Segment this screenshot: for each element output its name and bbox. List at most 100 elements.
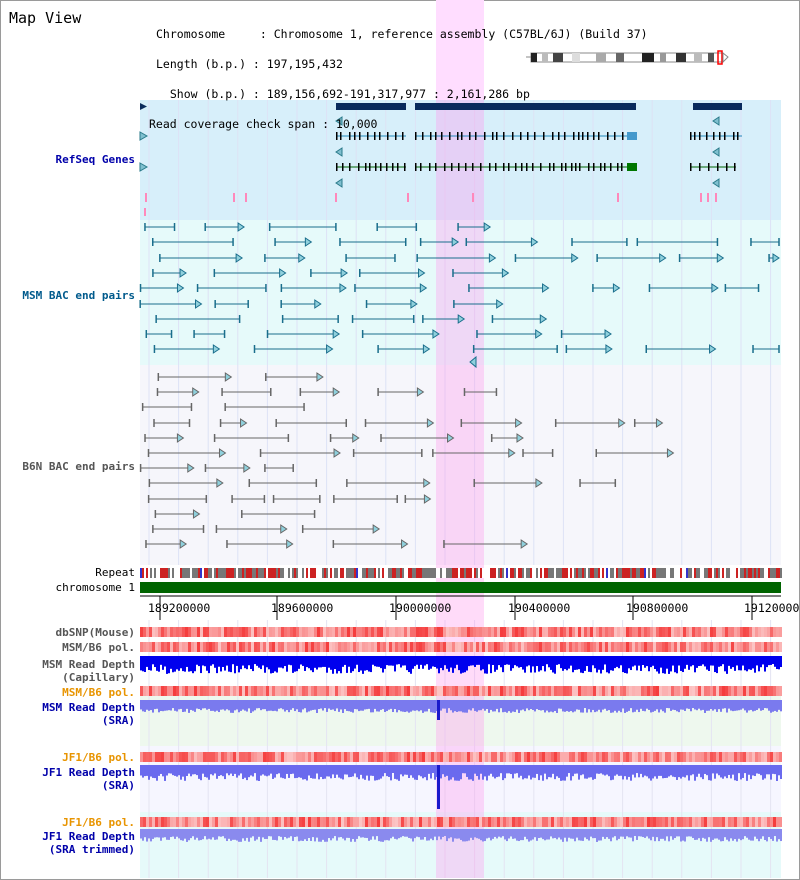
polymorphism-cell	[440, 752, 443, 762]
read-depth-bar	[260, 829, 262, 842]
polymorphism-cell	[380, 627, 383, 637]
polymorphism-cell	[548, 627, 551, 637]
bac-end-arrow	[520, 539, 529, 549]
polymorphism-cell	[263, 752, 266, 762]
read-depth-bar	[224, 700, 226, 711]
repeat-element	[288, 568, 290, 578]
repeat-element	[568, 568, 570, 578]
bac-end-arrow	[605, 344, 613, 354]
track-label-msm-depth-sra[interactable]: MSM Read Depth	[42, 701, 135, 714]
read-depth-bar	[748, 656, 750, 670]
track-label-jf1-depth-sra[interactable]: JF1 Read Depth	[42, 766, 135, 779]
read-depth-bar	[456, 829, 458, 839]
read-depth-bar	[500, 765, 502, 774]
polymorphism-cell	[575, 817, 578, 827]
polymorphism-cell	[392, 686, 395, 696]
read-depth-bar	[492, 829, 494, 839]
track-label-msm-depth-capillary[interactable]: MSM Read Depth	[42, 658, 135, 671]
read-depth-bar	[316, 656, 318, 670]
read-depth-bar	[162, 656, 164, 670]
exon	[392, 163, 394, 171]
read-depth-bar	[580, 829, 582, 841]
read-depth-bar	[764, 829, 766, 840]
polymorphism-cell	[608, 627, 611, 637]
polymorphism-cell	[323, 752, 326, 762]
read-depth-bar	[324, 700, 326, 709]
polymorphism-cell	[239, 686, 242, 696]
polymorphism-cell	[173, 752, 176, 762]
read-depth-bar	[478, 656, 480, 665]
polymorphism-cell	[758, 686, 761, 696]
read-depth-bar	[568, 765, 570, 774]
bac-end-arrow	[216, 478, 224, 488]
polymorphism-cell	[188, 642, 191, 652]
repeat-element	[210, 568, 212, 578]
repeat-element	[372, 568, 374, 578]
track-label-jf1-b6-pol-trim[interactable]: JF1/B6 pol.	[62, 816, 135, 829]
repeat-element	[760, 568, 762, 578]
polymorphism-cell	[149, 642, 152, 652]
track-label-refseq[interactable]: RefSeq Genes	[55, 153, 135, 166]
polymorphism-cell	[347, 642, 350, 652]
polymorphism-cell	[266, 752, 269, 762]
repeat-element	[686, 568, 688, 578]
polymorphism-cell	[578, 642, 581, 652]
read-depth-bar	[448, 700, 450, 709]
read-depth-bar	[410, 765, 412, 776]
polymorphism-cell	[356, 817, 359, 827]
gene-arrow	[139, 162, 149, 172]
polymorphism-cell	[674, 817, 677, 827]
read-depth-bar	[496, 656, 498, 670]
track-label-msm-b6-pol[interactable]: MSM/B6 pol.	[62, 641, 135, 654]
polymorphism-cell	[593, 752, 596, 762]
repeat-element	[680, 568, 682, 578]
read-depth-bar	[600, 829, 602, 841]
read-depth-bar	[660, 765, 662, 776]
track-label-jf1-b6-pol[interactable]: JF1/B6 pol.	[62, 751, 135, 764]
track-label-b6n-bac[interactable]: B6N BAC end pairs	[22, 460, 135, 473]
read-depth-bar	[270, 700, 272, 711]
track-label-jf1-depth-trim[interactable]: JF1 Read Depth	[42, 830, 135, 843]
polymorphism-cell	[176, 627, 179, 637]
track-label-msm-b6-pol-sra[interactable]: MSM/B6 pol.	[62, 686, 135, 699]
read-depth-bar	[194, 829, 196, 840]
read-depth-bar	[344, 829, 346, 841]
read-depth-bar	[672, 656, 674, 666]
read-depth-bar	[714, 765, 716, 779]
polymorphism-cell	[209, 817, 212, 827]
polymorphism-cell	[536, 686, 539, 696]
polymorphism-cell	[551, 686, 554, 696]
polymorphism-cell	[320, 686, 323, 696]
polymorphism-cell	[404, 752, 407, 762]
repeat-element	[252, 568, 254, 578]
read-depth-bar	[586, 765, 588, 779]
polymorphism-cell	[164, 642, 167, 652]
read-depth-bar	[488, 700, 490, 713]
polymorphism-cell	[284, 686, 287, 696]
polymorphism-cell	[476, 817, 479, 827]
polymorphism-cell	[608, 642, 611, 652]
polymorphism-cell	[317, 627, 320, 637]
polymorphism-cell	[410, 642, 413, 652]
polymorphism-cell	[719, 686, 722, 696]
read-depth-bar	[460, 656, 462, 674]
read-depth-bar	[392, 829, 394, 837]
polymorphism-cell	[575, 752, 578, 762]
read-depth-bar	[226, 700, 228, 710]
repeat-element	[414, 568, 416, 578]
read-depth-bar	[444, 829, 446, 837]
read-depth-bar	[422, 829, 424, 840]
track-label-msm-bac[interactable]: MSM BAC end pairs	[22, 289, 135, 302]
polymorphism-cell	[383, 686, 386, 696]
read-depth-bar	[722, 829, 724, 842]
read-depth-bar	[288, 765, 290, 778]
polymorphism-cell	[329, 817, 332, 827]
polymorphism-cell	[347, 752, 350, 762]
polymorphism-cell	[446, 642, 449, 652]
track-label-dbsnp[interactable]: dbSNP(Mouse)	[55, 626, 135, 639]
polymorphism-cell	[272, 752, 275, 762]
polymorphism-cell	[623, 642, 626, 652]
read-depth-bar	[214, 656, 216, 668]
polymorphism-cell	[395, 627, 398, 637]
